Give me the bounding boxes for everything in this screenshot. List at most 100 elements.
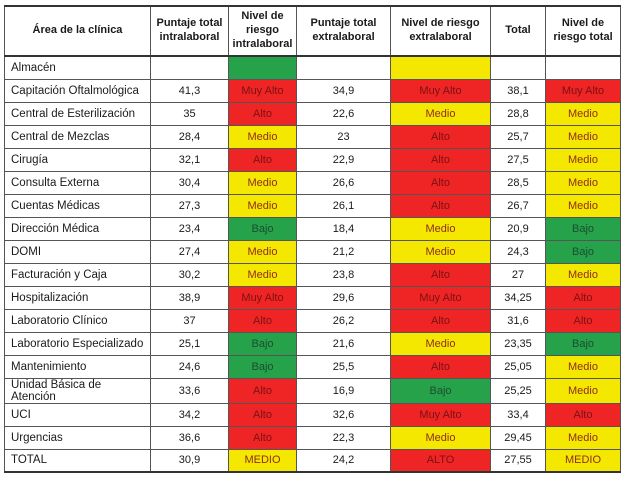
score-intralaboral-cell: 30,2	[150, 262, 229, 287]
risk-level-extralaboral-cell: Medio	[390, 101, 491, 126]
score-extralaboral-cell: 29,6	[296, 285, 391, 310]
score-extralaboral-cell: 22,6	[296, 101, 391, 126]
total-score-cell: 27,55	[490, 448, 546, 473]
score-extralaboral-cell: 16,9	[296, 377, 391, 404]
area-cell: Central de Mezclas	[4, 124, 151, 149]
table-row: Laboratorio Clínico 37 Alto 26,2 Alto 31…	[4, 308, 621, 333]
risk-level-extralaboral-cell: Muy Alto	[390, 78, 491, 103]
risk-level-intralaboral-cell: Alto	[228, 147, 297, 172]
table-row: Mantenimiento 24,6 Bajo 25,5 Alto 25,05 …	[4, 354, 621, 379]
risk-level-total-cell: Medio	[545, 170, 621, 195]
score-extralaboral-cell: 21,6	[296, 331, 391, 356]
risk-level-total-cell: Medio	[545, 124, 621, 149]
table-row: Facturación y Caja 30,2 Medio 23,8 Alto …	[4, 262, 621, 287]
column-header-score-intralaboral: Puntaje total intralaboral	[150, 5, 229, 57]
area-cell: UCI	[4, 402, 151, 427]
risk-level-total-cell: Bajo	[545, 216, 621, 241]
area-cell: Mantenimiento	[4, 354, 151, 379]
score-extralaboral-cell: 18,4	[296, 216, 391, 241]
risk-level-total-cell: Medio	[545, 101, 621, 126]
area-cell: Laboratorio Clínico	[4, 308, 151, 333]
total-score-cell: 31,6	[490, 308, 546, 333]
risk-level-extralaboral-cell: Bajo	[390, 377, 491, 404]
score-extralaboral-cell: 21,2	[296, 239, 391, 264]
risk-level-extralaboral-cell: Medio	[390, 239, 491, 264]
risk-table-header: Área de la clínica Puntaje total intrala…	[4, 5, 621, 57]
risk-level-intralaboral-cell: Muy Alto	[228, 78, 297, 103]
score-extralaboral-cell: 22,3	[296, 425, 391, 450]
score-extralaboral-cell: 22,9	[296, 147, 391, 172]
score-intralaboral-cell: 27,3	[150, 193, 229, 218]
total-score-cell: 27,5	[490, 147, 546, 172]
total-score-cell: 33,4	[490, 402, 546, 427]
risk-level-intralaboral-cell: Alto	[228, 402, 297, 427]
table-row: TOTAL 30,9 MEDIO 24,2 ALTO 27,55 MEDIO	[4, 448, 621, 473]
table-row: Almacén	[4, 55, 621, 80]
area-cell: Hospitalización	[4, 285, 151, 310]
total-score-cell: 25,25	[490, 377, 546, 404]
total-score-cell: 26,7	[490, 193, 546, 218]
score-intralaboral-cell: 33,6	[150, 377, 229, 404]
area-cell: Urgencias	[4, 425, 151, 450]
area-cell: Facturación y Caja	[4, 262, 151, 287]
risk-level-extralaboral-cell	[390, 55, 491, 80]
score-intralaboral-cell: 35	[150, 101, 229, 126]
area-cell: Cuentas Médicas	[4, 193, 151, 218]
score-extralaboral-cell: 34,9	[296, 78, 391, 103]
risk-level-total-cell: Medio	[545, 193, 621, 218]
risk-level-extralaboral-cell: Medio	[390, 216, 491, 241]
total-score-cell: 28,8	[490, 101, 546, 126]
risk-level-intralaboral-cell	[228, 55, 297, 80]
score-intralaboral-cell: 25,1	[150, 331, 229, 356]
risk-level-intralaboral-cell: Muy Alto	[228, 285, 297, 310]
risk-level-extralaboral-cell: Muy Alto	[390, 402, 491, 427]
risk-level-extralaboral-cell: Alto	[390, 354, 491, 379]
table-row: DOMI 27,4 Medio 21,2 Medio 24,3 Bajo	[4, 239, 621, 264]
table-row: Central de Mezclas 28,4 Medio 23 Alto 25…	[4, 124, 621, 149]
table-row: Urgencias 36,6 Alto 22,3 Medio 29,45 Med…	[4, 425, 621, 450]
risk-level-intralaboral-cell: Medio	[228, 262, 297, 287]
score-extralaboral-cell: 32,6	[296, 402, 391, 427]
score-intralaboral-cell: 30,9	[150, 448, 229, 473]
total-score-cell	[490, 55, 546, 80]
table-row: Dirección Médica 23,4 Bajo 18,4 Medio 20…	[4, 216, 621, 241]
risk-level-total-cell: Medio	[545, 262, 621, 287]
total-score-cell: 23,35	[490, 331, 546, 356]
score-extralaboral-cell: 25,5	[296, 354, 391, 379]
risk-level-intralaboral-cell: Medio	[228, 239, 297, 264]
score-extralaboral-cell: 26,1	[296, 193, 391, 218]
score-extralaboral-cell: 26,2	[296, 308, 391, 333]
risk-level-extralaboral-cell: Alto	[390, 193, 491, 218]
column-header-area: Área de la clínica	[4, 5, 151, 57]
risk-level-extralaboral-cell: Alto	[390, 170, 491, 195]
score-extralaboral-cell: 23,8	[296, 262, 391, 287]
table-row: Cirugía 32,1 Alto 22,9 Alto 27,5 Medio	[4, 147, 621, 172]
table-row: Capitación Oftalmológica 41,3 Muy Alto 3…	[4, 78, 621, 103]
column-header-level-extralaboral: Nivel de riesgo extralaboral	[390, 5, 491, 57]
risk-level-total-cell: Alto	[545, 402, 621, 427]
table-row: UCI 34,2 Alto 32,6 Muy Alto 33,4 Alto	[4, 402, 621, 427]
risk-level-total-cell: MEDIO	[545, 448, 621, 473]
risk-level-intralaboral-cell: Bajo	[228, 354, 297, 379]
area-cell: Central de Esterilización	[4, 101, 151, 126]
area-cell: TOTAL	[4, 448, 151, 473]
total-score-cell: 25,7	[490, 124, 546, 149]
table-row: Unidad Básica de Atención 33,6 Alto 16,9…	[4, 377, 621, 404]
risk-level-total-cell: Medio	[545, 425, 621, 450]
risk-level-intralaboral-cell: Bajo	[228, 216, 297, 241]
risk-level-intralaboral-cell: Alto	[228, 377, 297, 404]
score-intralaboral-cell	[150, 55, 229, 80]
score-extralaboral-cell	[296, 55, 391, 80]
total-score-cell: 28,5	[490, 170, 546, 195]
score-intralaboral-cell: 27,4	[150, 239, 229, 264]
risk-level-total-cell: Bajo	[545, 239, 621, 264]
table-row: Cuentas Médicas 27,3 Medio 26,1 Alto 26,…	[4, 193, 621, 218]
column-header-level-intralaboral: Nivel de riesgo intralaboral	[228, 5, 297, 57]
risk-level-total-cell: Alto	[545, 308, 621, 333]
column-header-level-total: Nivel de riesgo total	[545, 5, 621, 57]
score-intralaboral-cell: 34,2	[150, 402, 229, 427]
risk-table: Área de la clínica Puntaje total intrala…	[4, 5, 621, 473]
table-row: Central de Esterilización 35 Alto 22,6 M…	[4, 101, 621, 126]
score-intralaboral-cell: 38,9	[150, 285, 229, 310]
